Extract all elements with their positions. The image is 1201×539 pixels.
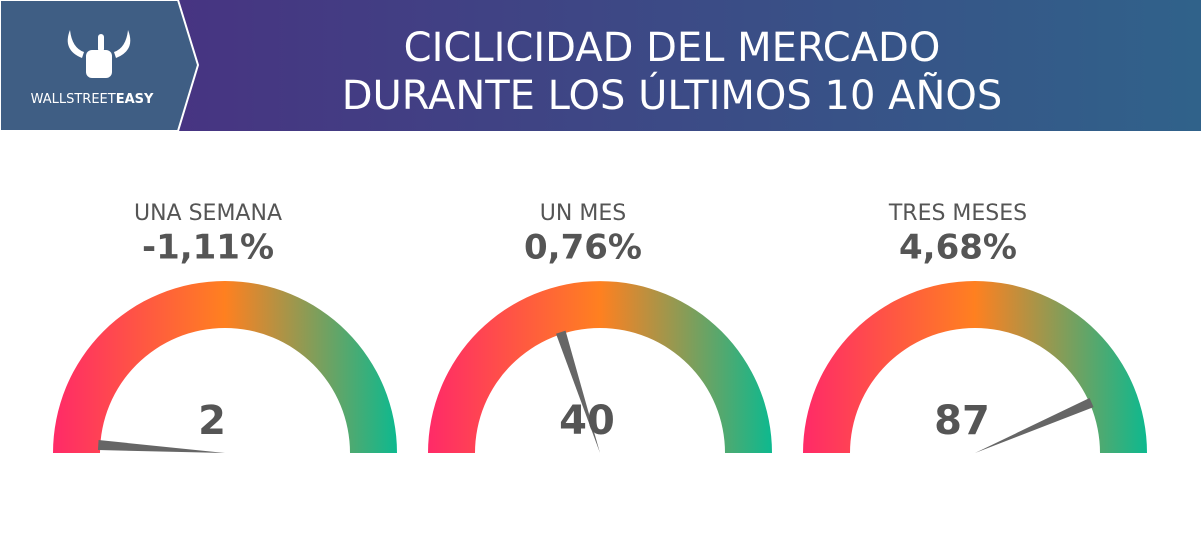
gauge-needle (97, 440, 225, 453)
gauge-subtitle: 4,68% (899, 228, 1017, 268)
gauge-subtitle: 0,76% (524, 228, 642, 268)
gauge-arc (428, 281, 772, 453)
logo-text: WALLSTREETEASY (31, 92, 154, 107)
header-bar (0, 0, 1201, 131)
gauge-arc (803, 281, 1147, 453)
gauge-subtitle: -1,11% (142, 228, 274, 268)
gauge-value: 2 (198, 398, 226, 444)
gauge-title: TRES MESES (888, 201, 1027, 226)
gauge-needle (555, 330, 600, 453)
gauge-value: 87 (934, 398, 990, 444)
title-line: CICLICIDAD DEL MERCADO (404, 25, 941, 71)
title-line: DURANTE LOS ÚLTIMOS 10 AÑOS (342, 71, 1003, 119)
gauge-title: UNA SEMANA (134, 201, 282, 226)
logo-icon (67, 30, 131, 78)
gauge-needle (975, 397, 1094, 453)
gauge-value: 40 (559, 398, 615, 444)
gauge-title: UN MES (540, 201, 626, 226)
gauge-arc (53, 281, 397, 453)
